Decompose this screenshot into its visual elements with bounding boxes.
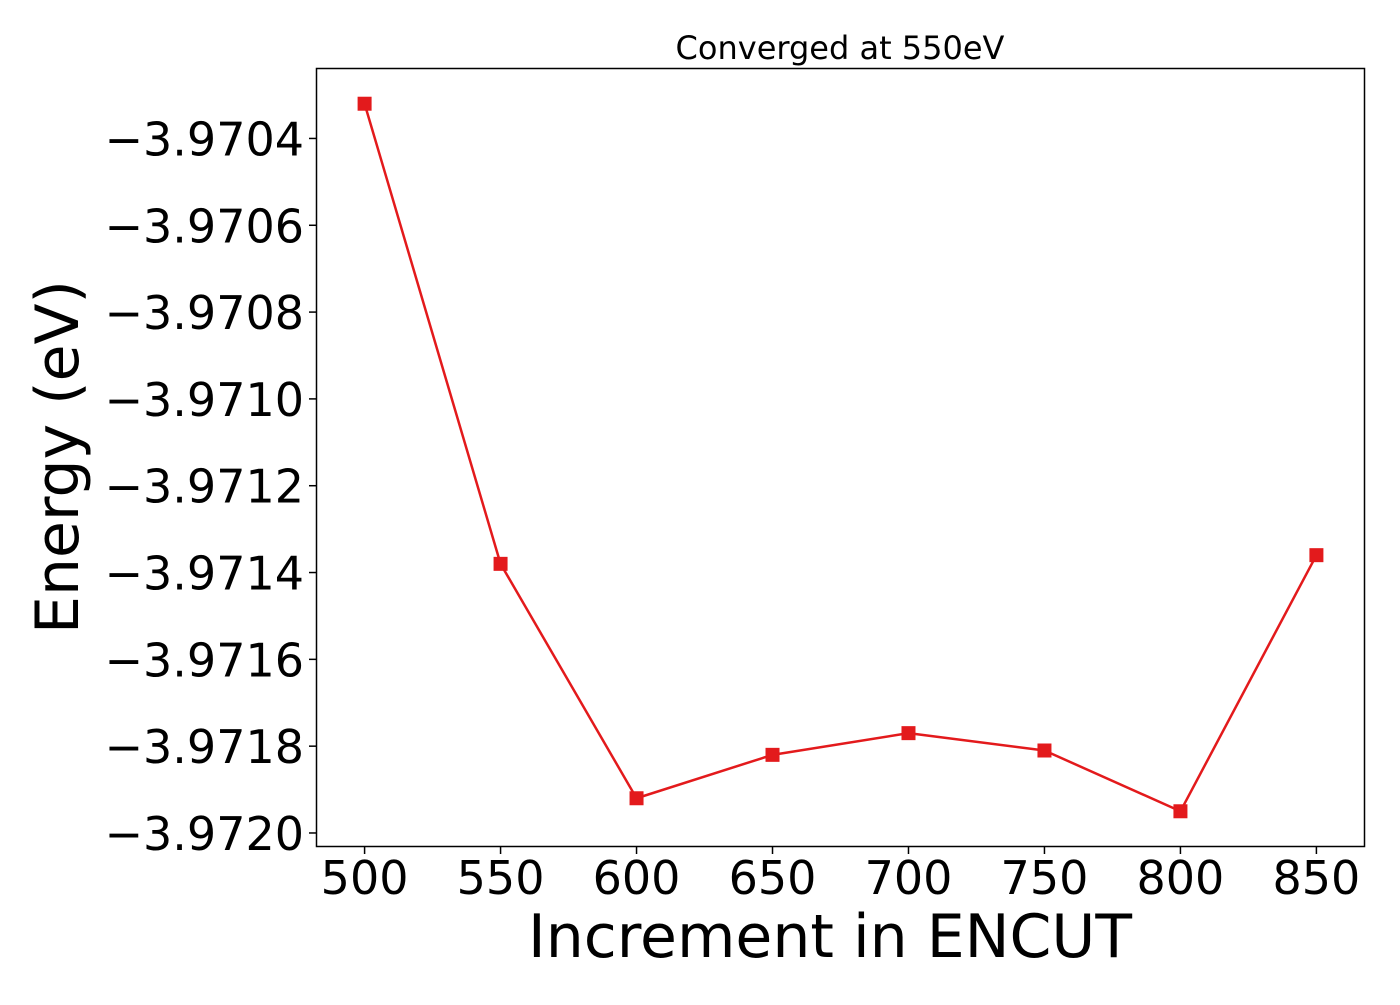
plot-area-frame xyxy=(315,67,1366,848)
y-tick-label: −3.9720 xyxy=(105,807,305,861)
y-tick-label: −3.9706 xyxy=(105,199,305,253)
y-tick-label: −3.9704 xyxy=(105,112,305,166)
x-tick-label: 750 xyxy=(1001,851,1089,905)
y-axis-label: Energy (eV) xyxy=(23,280,93,634)
data-point-marker xyxy=(1309,548,1324,563)
y-tick-label: −3.9718 xyxy=(105,720,305,774)
x-tick-label: 650 xyxy=(729,851,817,905)
series-layer xyxy=(357,96,1324,819)
y-tick-label: −3.9712 xyxy=(105,460,305,514)
y-tick-label: −3.9716 xyxy=(105,633,305,687)
x-tick-label: 700 xyxy=(865,851,953,905)
data-point-marker xyxy=(1037,743,1052,758)
series-line xyxy=(363,103,1318,813)
data-point-marker xyxy=(493,556,508,571)
y-axis: −3.9704 −3.9706 −3.9708 −3.9710 −3.9712 −3.97… xyxy=(105,112,317,861)
y-tick-label: −3.9708 xyxy=(105,286,305,340)
x-tick-label: 800 xyxy=(1137,851,1225,905)
data-point-marker xyxy=(629,791,644,806)
y-tick-label: −3.9710 xyxy=(105,373,305,427)
x-tick-label: 850 xyxy=(1273,851,1361,905)
y-tick-label: −3.9714 xyxy=(105,547,305,601)
x-tick-label: 550 xyxy=(457,851,545,905)
data-point-marker xyxy=(1173,804,1188,819)
data-point-marker xyxy=(357,96,372,111)
data-point-marker xyxy=(765,747,780,762)
x-axis-label: Increment in ENCUT xyxy=(528,902,1132,972)
x-tick-label: 500 xyxy=(321,851,409,905)
x-axis: 500 550 600 650 700 750 800 850 xyxy=(321,846,1361,905)
x-tick-label: 600 xyxy=(593,851,681,905)
chart-title: Converged at 550eV xyxy=(676,29,1005,67)
data-point-marker xyxy=(901,726,916,741)
